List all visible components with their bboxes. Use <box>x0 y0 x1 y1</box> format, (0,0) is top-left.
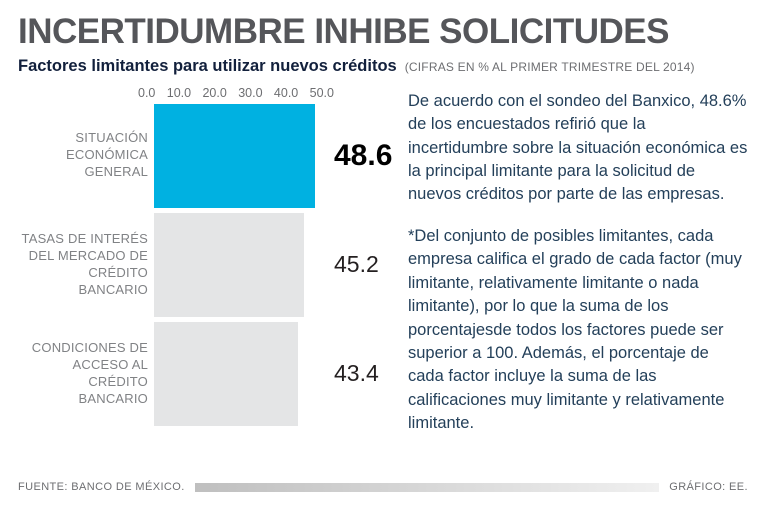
value-label: 48.6 <box>334 138 393 172</box>
bar-tasas-interes <box>154 212 305 317</box>
axis-tick: 0.0 <box>138 85 156 100</box>
axis-tick: 40.0 <box>273 85 299 100</box>
bar-track <box>154 103 320 208</box>
footer-divider-strip <box>194 482 660 492</box>
bar-chart: 0.0 10.0 20.0 30.0 40.0 50.0 SITUACIÓN E… <box>18 86 393 454</box>
subtitle-row: Factores limitantes para utilizar nuevos… <box>18 57 748 76</box>
category-label: CONDICIONES DE ACCESO AL CRÉDITO BANCARI… <box>31 339 148 406</box>
bar-track <box>154 321 320 426</box>
axis-tick: 30.0 <box>238 85 263 100</box>
bar-condiciones-acceso <box>154 321 299 426</box>
description-column: De acuerdo con el sondeo del Banxico, 48… <box>390 86 748 454</box>
source-label: FUENTE: BANCO DE MÉXICO. <box>18 481 185 493</box>
axis-tick: 20.0 <box>202 85 227 100</box>
chart-subtitle: Factores limitantes para utilizar nuevos… <box>18 56 397 75</box>
chart-row: SITUACIÓN ECONÓMICA GENERAL 48.6 <box>18 103 393 208</box>
bar-situacion-economica <box>154 103 316 208</box>
footnote-paragraph: *Del conjunto de posibles limitantes, ca… <box>408 226 742 433</box>
chart-subtitle-note: (CIFRAS EN % AL PRIMER TRIMESTRE DEL 201… <box>404 59 695 74</box>
value-label: 45.2 <box>334 251 379 278</box>
credit-label: GRÁFICO: EE. <box>669 481 748 493</box>
chart-row: TASAS DE INTERÉS DEL MERCADO DE CRÉDITO … <box>18 212 390 317</box>
chart-rows: SITUACIÓN ECONÓMICA GENERAL 48.6 TASAS D… <box>18 103 393 426</box>
content-area: 0.0 10.0 20.0 30.0 40.0 50.0 SITUACIÓN E… <box>18 86 748 454</box>
axis-tick: 10.0 <box>166 85 192 100</box>
category-label: SITUACIÓN ECONÓMICA GENERAL <box>66 130 148 180</box>
value-label: 43.4 <box>334 360 379 387</box>
bar-track <box>154 212 320 317</box>
footer: FUENTE: BANCO DE MÉXICO. GRÁFICO: EE. <box>18 481 748 493</box>
axis-tick: 50.0 <box>309 85 334 100</box>
chart-x-axis: 0.0 10.0 20.0 30.0 40.0 50.0 <box>138 86 334 100</box>
category-label: TASAS DE INTERÉS DEL MERCADO DE CRÉDITO … <box>21 230 148 297</box>
page-title: INCERTIDUMBRE INHIBE SOLICITUDES <box>18 12 669 51</box>
chart-row: CONDICIONES DE ACCESO AL CRÉDITO BANCARI… <box>18 321 390 426</box>
description-paragraph: De acuerdo con el sondeo del Banxico, 48… <box>408 91 748 204</box>
